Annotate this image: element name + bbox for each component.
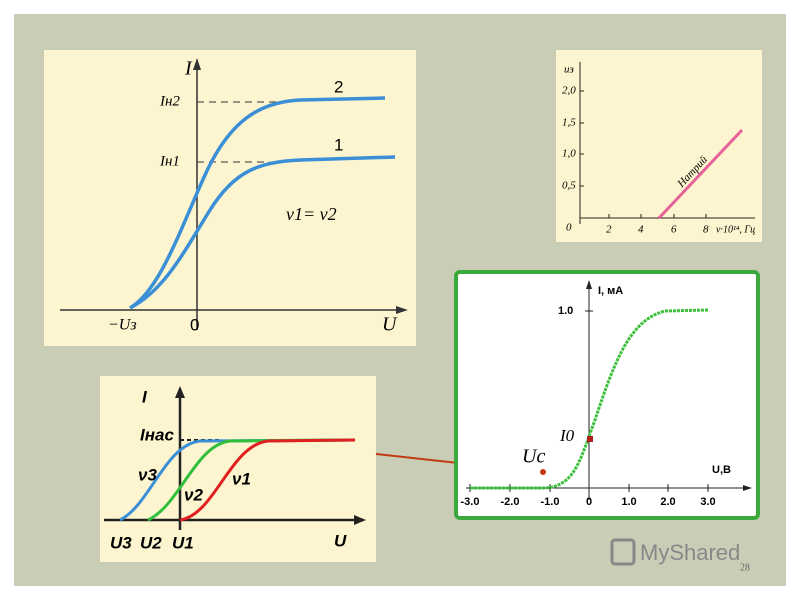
label: Iн2 xyxy=(159,93,180,109)
tick-label: 4 xyxy=(638,224,644,236)
tick-label: 2,0 xyxy=(562,85,576,97)
curve xyxy=(470,308,709,490)
label: Uс xyxy=(522,446,545,468)
label: I, мА xyxy=(598,285,623,297)
tick-label: 0 xyxy=(566,222,572,234)
logo-text: MyShared xyxy=(640,540,740,565)
label: uз xyxy=(564,64,574,76)
marker xyxy=(587,436,593,442)
curve xyxy=(129,155,396,310)
tick-label: -2.0 xyxy=(501,496,520,508)
label: ν2 xyxy=(184,485,203,504)
tick-label: 0,5 xyxy=(562,180,576,192)
label: −Uз xyxy=(108,317,137,334)
tick-label: 1.0 xyxy=(621,496,636,508)
label: ν3 xyxy=(138,465,157,484)
tick-label: -1.0 xyxy=(541,496,560,508)
curve xyxy=(119,438,356,522)
curve xyxy=(179,438,356,522)
arrow xyxy=(354,515,366,525)
tick-label: 1,0 xyxy=(562,148,576,160)
arrow xyxy=(175,386,185,398)
tick-label: 3.0 xyxy=(700,496,715,508)
panel-background xyxy=(556,50,762,242)
arrow xyxy=(743,485,752,491)
tick-label: 8 xyxy=(703,224,709,236)
label: U,B xyxy=(712,464,731,476)
label: 0 xyxy=(190,315,199,334)
label: I0 xyxy=(559,426,575,445)
slide-number: 28 xyxy=(740,562,750,573)
panel-saturation: I Iн2 Iн1 2 1 ν1= ν2 −Uз 0 U xyxy=(44,50,416,346)
panel-sodium: uз 2,0 1,5 1,0 0,5 0 2 4 6 8 ν·10¹⁴, Гц … xyxy=(556,50,762,242)
curve xyxy=(129,96,386,310)
label: Iн1 xyxy=(159,153,180,169)
arrow xyxy=(586,280,592,289)
curve xyxy=(147,438,356,522)
label: ν1 xyxy=(232,469,251,488)
tick-label: 1.0 xyxy=(558,305,573,317)
label: U xyxy=(334,531,347,550)
logo: MyShared xyxy=(610,538,740,566)
label: U2 xyxy=(140,533,162,552)
tick-label: 0 xyxy=(586,496,592,508)
panel-background xyxy=(44,50,416,346)
label: U3 xyxy=(110,533,132,552)
tick-label: 2.0 xyxy=(660,496,675,508)
panel-measured: I, мА 1.0 I0 Uс U,B -3.0 -2.0 -1.0 0 1.0… xyxy=(454,270,760,520)
label: 2 xyxy=(334,77,343,96)
arrow xyxy=(396,306,408,314)
tick-label: -3.0 xyxy=(461,496,480,508)
line xyxy=(657,128,744,220)
tick-label: 6 xyxy=(671,224,677,236)
label: Iнас xyxy=(140,425,174,444)
label: ν·10¹⁴, Гц xyxy=(716,224,755,235)
tick-label: 1,5 xyxy=(562,117,576,129)
label: U1 xyxy=(172,533,194,552)
tick-label: 2 xyxy=(606,224,612,236)
label: 1 xyxy=(334,135,343,154)
panel-background xyxy=(100,376,376,562)
label: ν1= ν2 xyxy=(286,204,337,224)
arrow xyxy=(193,58,201,70)
panel-frequencies: I Iнас ν3 ν2 ν1 U3 U2 U1 U xyxy=(100,376,376,562)
label: U xyxy=(382,314,398,336)
label: I xyxy=(142,387,148,406)
panel-background xyxy=(454,270,760,520)
marker xyxy=(540,469,546,475)
logo-icon xyxy=(610,538,636,566)
label: I xyxy=(184,58,193,80)
